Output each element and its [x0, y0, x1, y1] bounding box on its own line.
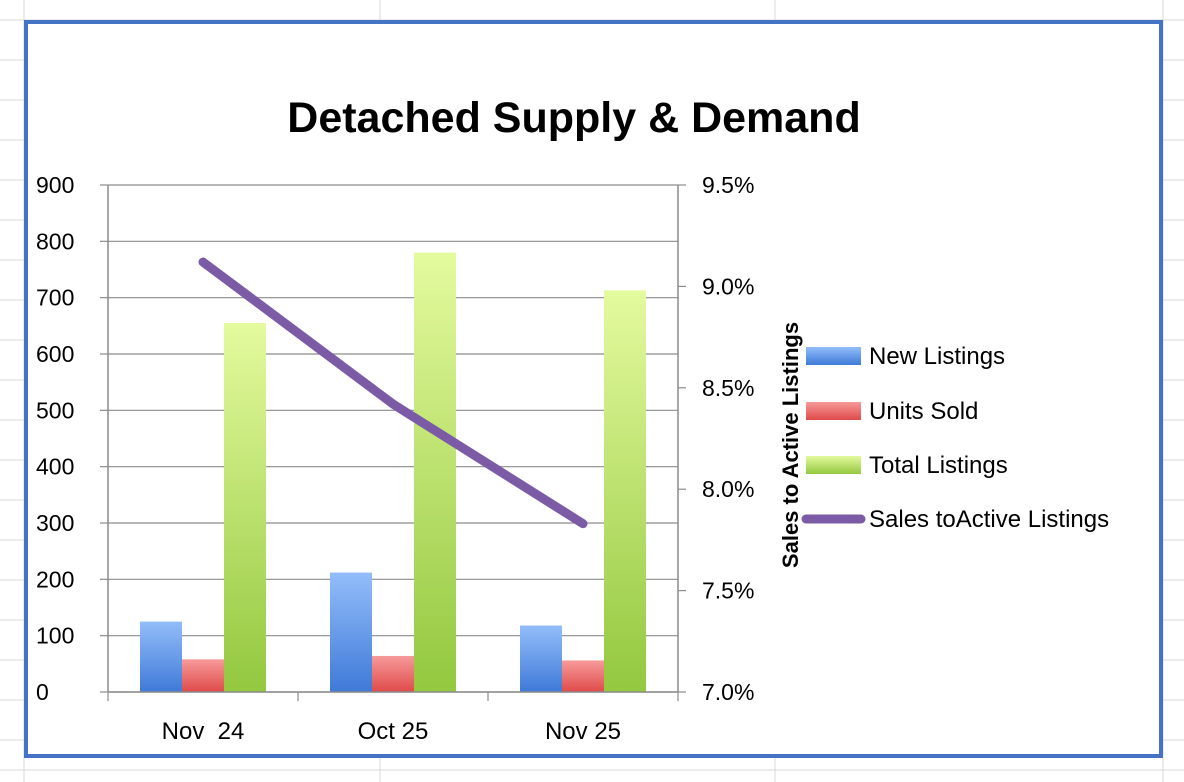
legend-label: New Listings	[869, 343, 1005, 370]
y-left-tick-label: 200	[36, 566, 74, 592]
bar-new-listings	[330, 572, 372, 692]
legend-label: Sales toActive Listings	[869, 506, 1109, 533]
y-left-tick-label: 100	[36, 623, 74, 649]
bar-new-listings	[140, 621, 182, 692]
bar-total-listings	[604, 290, 646, 692]
y-left-tick-label: 800	[36, 228, 74, 254]
y-left-tick-label: 0	[36, 679, 49, 705]
y-right-axis: 7.0% 7.5% 8.0% 8.5% 9.0% 9.5%	[702, 172, 754, 705]
line-series	[198, 257, 588, 529]
y-left-axis: 0 100 200 300 400 500 600 700 800 900	[36, 172, 74, 705]
legend-swatch-units-sold	[806, 402, 861, 420]
x-tick-label: Nov 25	[545, 718, 621, 745]
y-right-tick-label: 7.5%	[702, 578, 754, 604]
legend-swatch-total-listings	[806, 456, 861, 474]
y-left-tick-label: 700	[36, 285, 74, 311]
bars	[140, 252, 646, 692]
legend: New Listings Units Sold Total Listings Sale…	[801, 343, 1109, 533]
y-left-tick-label: 400	[36, 454, 74, 480]
y-left-tick-label: 600	[36, 341, 74, 367]
chart-frame[interactable]	[24, 20, 1163, 758]
legend-swatch-new-listings	[806, 347, 861, 365]
y-right-tick-label: 8.0%	[702, 476, 754, 502]
y-right-tick-label: 9.0%	[702, 273, 754, 299]
y-left-tick-label: 500	[36, 397, 74, 423]
axes	[100, 184, 686, 701]
chart-title: Detached Supply & Demand	[287, 94, 860, 142]
y-right-tick-label: 9.5%	[702, 172, 754, 198]
bar-units-sold	[182, 659, 224, 692]
bar-total-listings	[224, 323, 266, 692]
bar-total-listings	[414, 252, 456, 692]
x-tick-label: Nov 24	[162, 718, 245, 745]
bar-units-sold	[372, 655, 414, 692]
gridlines	[108, 184, 678, 693]
bar-new-listings	[520, 625, 562, 692]
x-axis: Nov 24 Oct 25 Nov 25	[162, 718, 621, 745]
bar-units-sold	[562, 660, 604, 692]
line-sales-to-active	[198, 257, 588, 529]
x-tick-label: Oct 25	[358, 718, 429, 745]
y-right-tick-label: 8.5%	[702, 375, 754, 401]
y-left-tick-label: 300	[36, 510, 74, 536]
y-left-tick-label: 900	[36, 172, 74, 198]
y-right-tick-label: 7.0%	[702, 679, 754, 705]
legend-label: Units Sold	[869, 398, 978, 425]
y2-axis-title: Sales to Active Listings	[778, 322, 803, 568]
legend-label: Total Listings	[869, 452, 1008, 479]
